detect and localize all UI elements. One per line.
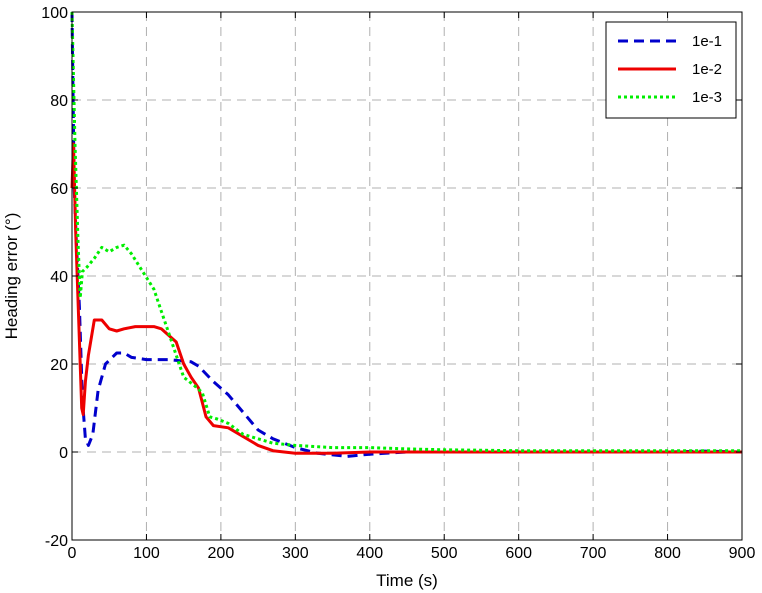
x-tick-label: 0: [68, 545, 77, 562]
x-tick-label: 400: [356, 545, 383, 562]
y-tick-label: 20: [50, 357, 68, 374]
legend: 1e-1 1e-2 1e-3: [605, 21, 737, 119]
axis-ticks: 0 100 200 300 400 500 600 700 800 900-20020406080…: [41, 5, 755, 562]
x-tick-label: 100: [133, 545, 160, 562]
series-line-1e-2: [70, 142, 742, 455]
legend-label-1e-2: 1e-2: [692, 61, 722, 78]
legend-label-1e-3: 1e-3: [692, 89, 722, 106]
x-tick-label: 800: [654, 545, 681, 562]
legend-label-1e-1: 1e-1: [692, 33, 722, 50]
y-tick-label: 100: [41, 5, 68, 22]
x-tick-label: 600: [505, 545, 532, 562]
x-axis-label: Time (s): [376, 571, 438, 590]
x-tick-label: 500: [431, 545, 458, 562]
x-tick-label: 300: [282, 545, 309, 562]
y-tick-label: 40: [50, 269, 68, 286]
series-layer: [70, 11, 743, 458]
y-tick-label: 60: [50, 181, 68, 198]
x-tick-label: 200: [208, 545, 235, 562]
y-axis-label: Heading error (°): [2, 213, 21, 340]
y-tick-label: 0: [59, 445, 68, 462]
x-tick-label: 900: [729, 545, 756, 562]
y-tick-label: 80: [50, 93, 68, 110]
y-tick-label: -20: [45, 533, 68, 550]
series-line-1e-3: [70, 11, 742, 453]
x-tick-label: 700: [580, 545, 607, 562]
